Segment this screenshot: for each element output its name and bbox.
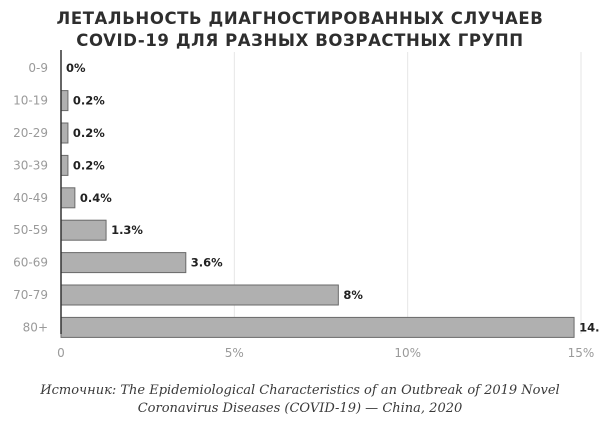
x-tick-label: 0: [57, 346, 65, 360]
bar: [60, 187, 76, 209]
x-tick-label: 5%: [225, 346, 244, 360]
value-label: 0.2%: [73, 94, 105, 108]
value-label: 3.6%: [191, 256, 223, 270]
source-caption: Источник: The Epidemiological Characteri…: [0, 382, 600, 418]
category-label: 10-19: [13, 94, 48, 108]
chart-title-line-1: ЛЕТАЛЬНОСТЬ ДИАГНОСТИРОВАННЫХ СЛУЧАЕВ: [56, 9, 544, 28]
bar: [60, 284, 339, 306]
category-label: 70-79: [13, 288, 48, 302]
bar: [60, 122, 69, 144]
category-label: 20-29: [13, 126, 48, 140]
category-label: 60-69: [13, 256, 48, 270]
value-label: 1.3%: [111, 223, 143, 237]
value-label: 0.2%: [73, 126, 105, 140]
value-label: 14.8%: [579, 320, 600, 334]
bar: [60, 316, 575, 338]
chart-title: ЛЕТАЛЬНОСТЬ ДИАГНОСТИРОВАННЫХ СЛУЧАЕВ CO…: [0, 8, 600, 52]
chart-title-line-2: COVID-19 ДЛЯ РАЗНЫХ ВОЗРАСТНЫХ ГРУПП: [76, 31, 524, 50]
value-label: 0%: [66, 61, 86, 75]
bar: [60, 252, 187, 274]
bar-chart: 0 5% 10% 15% 0-9 0% 10-19 0.2% 20-29 0.2% 30-39 0.2…: [13, 50, 600, 360]
category-label: 30-39: [13, 158, 48, 172]
value-label: 0.2%: [73, 158, 105, 172]
category-label: 80+: [23, 320, 48, 334]
value-label: 8%: [343, 288, 363, 302]
category-label: 50-59: [13, 223, 48, 237]
x-tick-label: 15%: [568, 346, 595, 360]
source-caption-line-1: Источник: The Epidemiological Characteri…: [40, 383, 560, 398]
category-label: 40-49: [13, 191, 48, 205]
bar: [60, 90, 69, 112]
source-caption-line-2: Coronavirus Diseases (COVID-19) — China,…: [137, 401, 463, 416]
value-label: 0.4%: [80, 191, 112, 205]
bar: [60, 154, 69, 176]
x-tick-label: 10%: [394, 346, 421, 360]
bar: [60, 219, 107, 241]
category-label: 0-9: [28, 61, 48, 75]
